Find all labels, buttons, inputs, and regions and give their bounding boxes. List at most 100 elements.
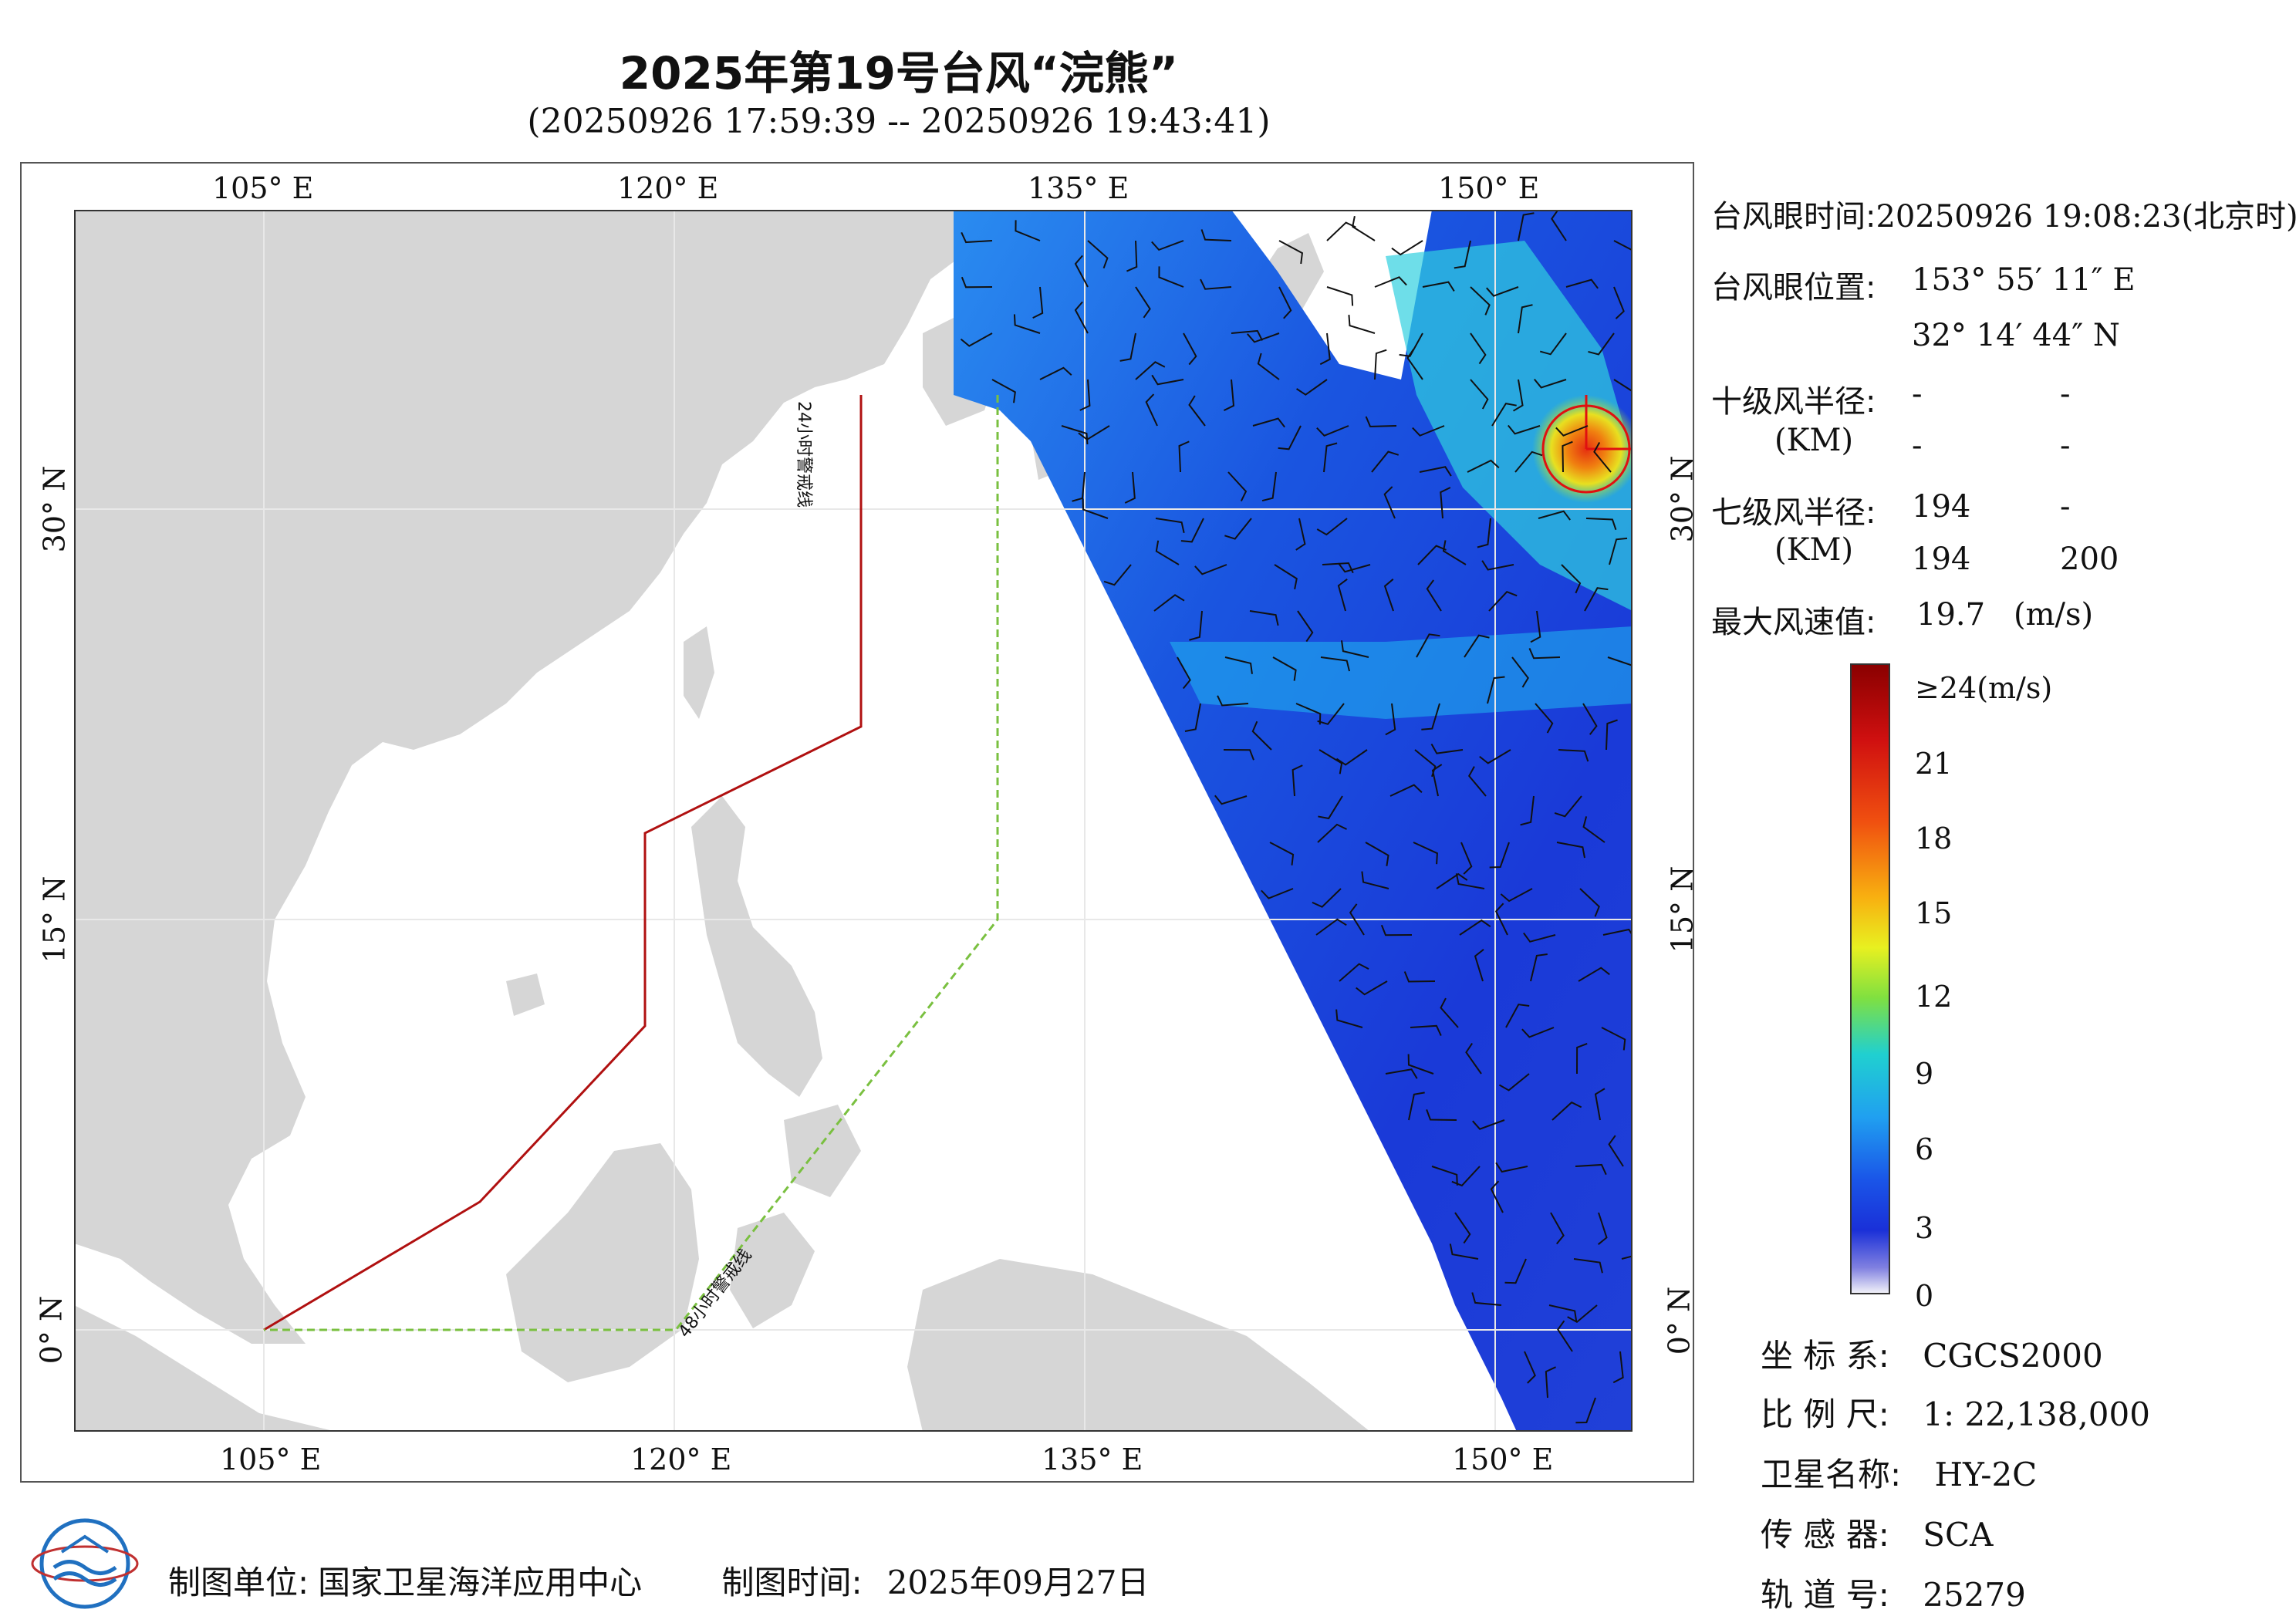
wind-barb [1406, 348, 1423, 380]
wind-barb [1479, 749, 1511, 764]
legend-tick: 15 [1915, 896, 1953, 930]
wind-barb [1426, 579, 1442, 612]
wind-barb [1601, 1027, 1626, 1051]
map-frame [20, 162, 1694, 1483]
wind-barb [960, 332, 993, 347]
mindanao [784, 1105, 861, 1197]
wind-barb [1155, 540, 1180, 565]
wind-barb [1500, 888, 1533, 903]
bottom-lon-label: 105° E [220, 1442, 322, 1476]
top-lon-label: 120° E [617, 171, 719, 205]
wind-barb [1317, 823, 1347, 843]
wind-barb [1487, 676, 1505, 704]
wind-barb [1126, 240, 1138, 272]
wind-barb [1556, 842, 1585, 859]
wind-barb [1217, 695, 1249, 707]
wind-barb [1576, 1043, 1588, 1075]
wind-barb [1594, 1088, 1606, 1121]
wind-barb [1223, 749, 1254, 761]
sumatra-java [74, 1305, 336, 1432]
wind-barb [1189, 610, 1203, 641]
wind-barb [1231, 329, 1263, 341]
wind-barb [1451, 1166, 1481, 1187]
legend-tick: 21 [1915, 747, 1953, 781]
wind-barb [1474, 949, 1484, 982]
wind-barb [1257, 353, 1280, 380]
wind-barb [1521, 1027, 1555, 1038]
wind-barb [1455, 873, 1485, 889]
legend-tick: ≥24(m/s) [1915, 671, 2053, 705]
wind-barb [1365, 842, 1389, 866]
wind-barb [1410, 1024, 1442, 1036]
wind-barb [1261, 888, 1294, 899]
wind-barb [1151, 240, 1184, 251]
wind-barb [1341, 640, 1369, 658]
wind-barb [1074, 255, 1089, 288]
wind-barb [1535, 703, 1554, 734]
max-wind-unit: (m/s) [2014, 597, 2094, 633]
wind-barb [1467, 459, 1500, 473]
wind-barb [1554, 795, 1582, 818]
wind-barb [1431, 1166, 1458, 1186]
max-wind-row: 最大风速值: [1711, 597, 1876, 642]
wind-barb [1511, 656, 1529, 688]
wind-barb [1470, 379, 1489, 410]
wind-barb [1454, 1212, 1471, 1244]
wind-barb [1261, 471, 1277, 502]
wind-barb [1312, 888, 1342, 908]
r7-value: 194 [1912, 542, 1971, 577]
wind-barb [1417, 545, 1447, 565]
top-lon-label: 105° E [212, 171, 314, 205]
wind-barb [1320, 656, 1350, 672]
wind-barb [1292, 764, 1303, 797]
wind-barb [1557, 1320, 1573, 1352]
wind-barb [1337, 579, 1348, 612]
wind-barb [1385, 1068, 1418, 1079]
right-lat-label: 0° N [1662, 1286, 1697, 1355]
wind-barb [1494, 903, 1508, 936]
wind-barb [1562, 440, 1573, 473]
wind-barb [1318, 795, 1343, 820]
wind-barb [1412, 425, 1445, 437]
wind-barb [1247, 332, 1280, 343]
wind-barb [1602, 928, 1633, 937]
wind-barb [1472, 1119, 1505, 1130]
map-title: 2025年第19号台风“浣熊” [619, 47, 1179, 100]
wind-barb [1269, 842, 1295, 865]
wind-barb [1087, 240, 1109, 269]
wind-barb [1436, 872, 1468, 889]
wind-barb [1272, 656, 1297, 681]
wind-barb [1151, 374, 1184, 386]
wind-barb [1039, 366, 1072, 380]
wind-barb [1295, 703, 1322, 725]
r10-value: - [1912, 376, 1923, 412]
wind-barb [1339, 963, 1369, 982]
moderate-wind-band [1170, 626, 1633, 719]
wind-barb [1518, 304, 1533, 334]
eye-pos-row: 台风眼位置: [1711, 262, 1876, 307]
wind-barb [1538, 510, 1571, 521]
producer-label: 制图单位: [168, 1564, 309, 1601]
wind-barb [1015, 220, 1041, 241]
taiwan-island [684, 626, 714, 719]
wind-barb [1555, 425, 1589, 437]
wind-barb [1470, 332, 1487, 365]
wind-barb [1183, 332, 1197, 366]
bottom-lon-label: 150° E [1452, 1442, 1554, 1476]
wind-barb [1389, 784, 1423, 797]
wind-barb [1082, 498, 1109, 519]
producer-value: 国家卫星海洋应用中心 [318, 1564, 643, 1601]
nsoas-logo-icon [31, 1518, 139, 1609]
bottom-lon-label: 135° E [1042, 1442, 1143, 1476]
wind-barb [1296, 379, 1328, 396]
wind-barb [1431, 764, 1443, 797]
wind-barb [1607, 656, 1633, 677]
wind-barb [1440, 997, 1459, 1028]
wind-barb [1561, 564, 1582, 594]
typhoon-core-wind [1532, 395, 1633, 503]
wind-barb [1323, 442, 1338, 473]
wind-barb [1584, 587, 1609, 612]
wind-barb [1224, 518, 1252, 540]
wind-barb [1490, 1180, 1504, 1213]
wind-barb [1403, 971, 1436, 983]
